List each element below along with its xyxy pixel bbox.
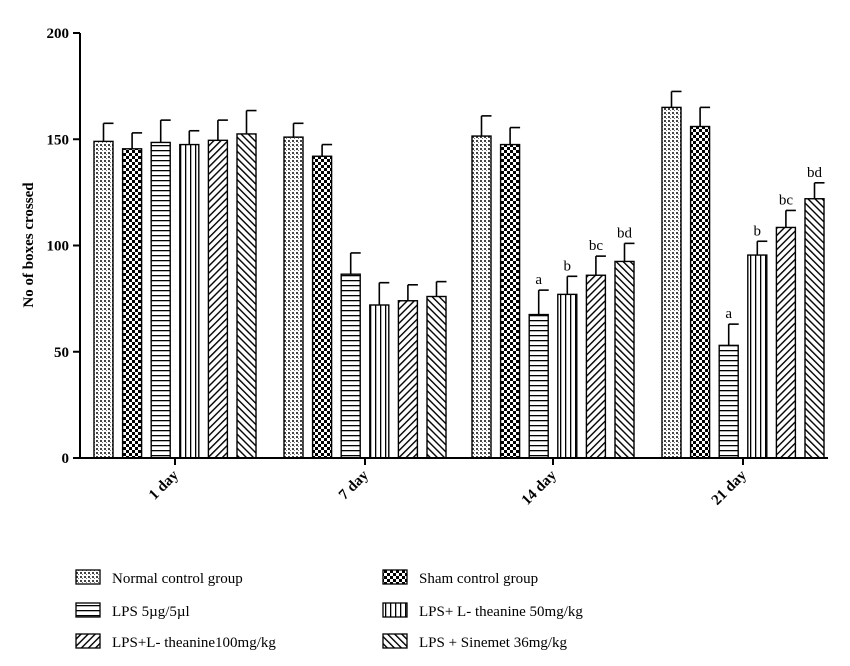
- bar: [236, 133, 257, 459]
- significance-label: a: [535, 272, 542, 288]
- legend-label: Sham control group: [419, 571, 538, 587]
- legend-swatch: [75, 602, 101, 618]
- legend-label: LPS + Sinemet 36mg/kg: [419, 635, 568, 651]
- x-category-label: 7 day: [336, 467, 372, 503]
- y-tick-label: 200: [47, 26, 70, 42]
- x-category-label: 1 day: [146, 467, 182, 503]
- legend-label: LPS+L- theanine100mg/kg: [112, 635, 276, 651]
- bar: [775, 226, 797, 459]
- bar: [340, 273, 361, 459]
- bar: [747, 254, 768, 459]
- bar: [369, 304, 390, 459]
- bar: [93, 140, 114, 459]
- legend-swatch: [382, 602, 408, 618]
- legend: Normal control group Sham control group LP…: [75, 569, 583, 651]
- bar: [718, 344, 739, 459]
- significance-label: a: [725, 306, 732, 322]
- legend-swatch: [382, 633, 408, 649]
- x-ticks: 1 day 7 day 14 day 21 day: [146, 458, 750, 509]
- y-tick-label: 0: [62, 451, 70, 467]
- legend-swatch: [75, 633, 101, 649]
- significance-label: bd: [807, 165, 823, 181]
- legend-swatch: [75, 569, 101, 585]
- bar: [121, 148, 143, 459]
- bar: [557, 293, 578, 459]
- significance-label: bc: [779, 192, 794, 208]
- significance-label: bc: [589, 238, 604, 254]
- y-tick-label: 100: [47, 239, 70, 255]
- bar: [804, 198, 825, 459]
- bar: [528, 313, 549, 459]
- bar: [585, 274, 607, 459]
- bar: [426, 295, 447, 459]
- bar: [614, 260, 635, 459]
- y-axis-title: No of boxes crossed: [21, 182, 37, 308]
- bar: [471, 135, 492, 459]
- bar: [397, 300, 419, 459]
- significance-label: b: [564, 258, 572, 274]
- y-tick-label: 50: [54, 345, 69, 361]
- bar: [207, 139, 229, 459]
- x-category-label: 21 day: [709, 467, 750, 508]
- bar: [311, 155, 333, 459]
- legend-label: LPS+ L- theanine 50mg/kg: [419, 604, 583, 620]
- bar: [689, 125, 711, 459]
- y-ticks: 0 50 100 150 200: [47, 26, 80, 467]
- legend-label: Normal control group: [112, 571, 243, 587]
- bar: [283, 136, 304, 459]
- bar: [661, 106, 682, 459]
- bar: [179, 143, 200, 459]
- y-tick-label: 150: [47, 132, 70, 148]
- bar: [499, 143, 521, 459]
- x-category-label: 14 day: [519, 467, 560, 508]
- legend-label: LPS 5µg/5µl: [112, 604, 190, 620]
- bar: [150, 141, 171, 459]
- significance-label: b: [754, 223, 762, 239]
- significance-label: bd: [617, 225, 633, 241]
- legend-swatch: [382, 569, 408, 585]
